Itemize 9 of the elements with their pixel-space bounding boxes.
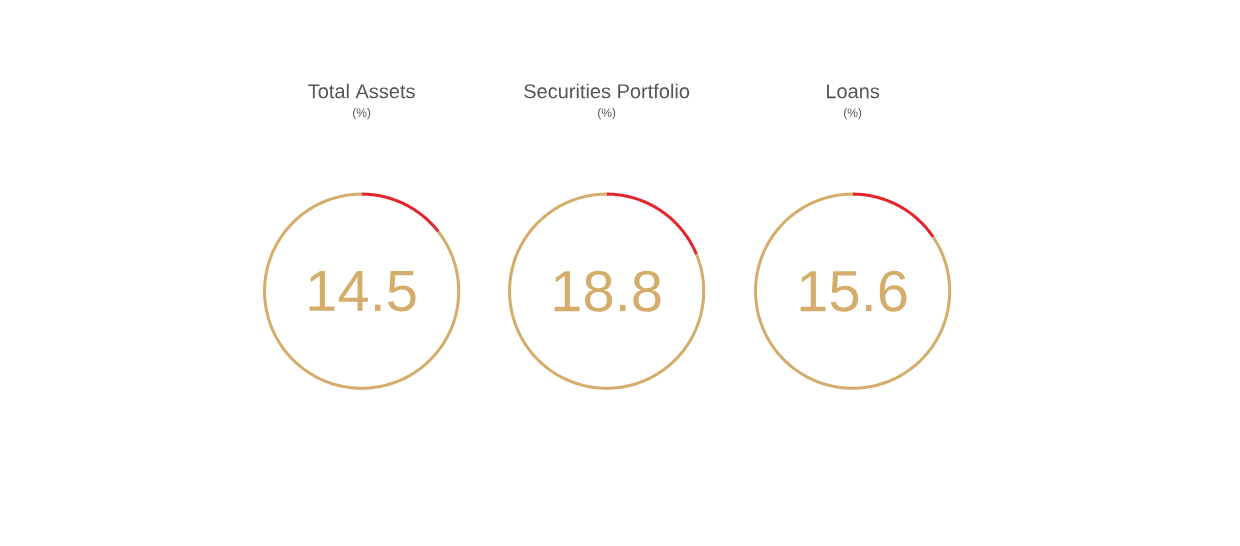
chart-title: Loans <box>827 84 880 99</box>
chart-subtitle: (%) <box>844 108 862 120</box>
chart-title: Total Assets <box>308 83 415 99</box>
text: 18.8 <box>554 270 661 312</box>
text: 15.6 <box>800 270 907 312</box>
text: 14.5 <box>309 270 416 312</box>
chart-title: Securities Portfolio <box>524 83 690 99</box>
chart-subtitle: (%) <box>598 108 616 120</box>
chart-subtitle: (%) <box>353 108 371 120</box>
